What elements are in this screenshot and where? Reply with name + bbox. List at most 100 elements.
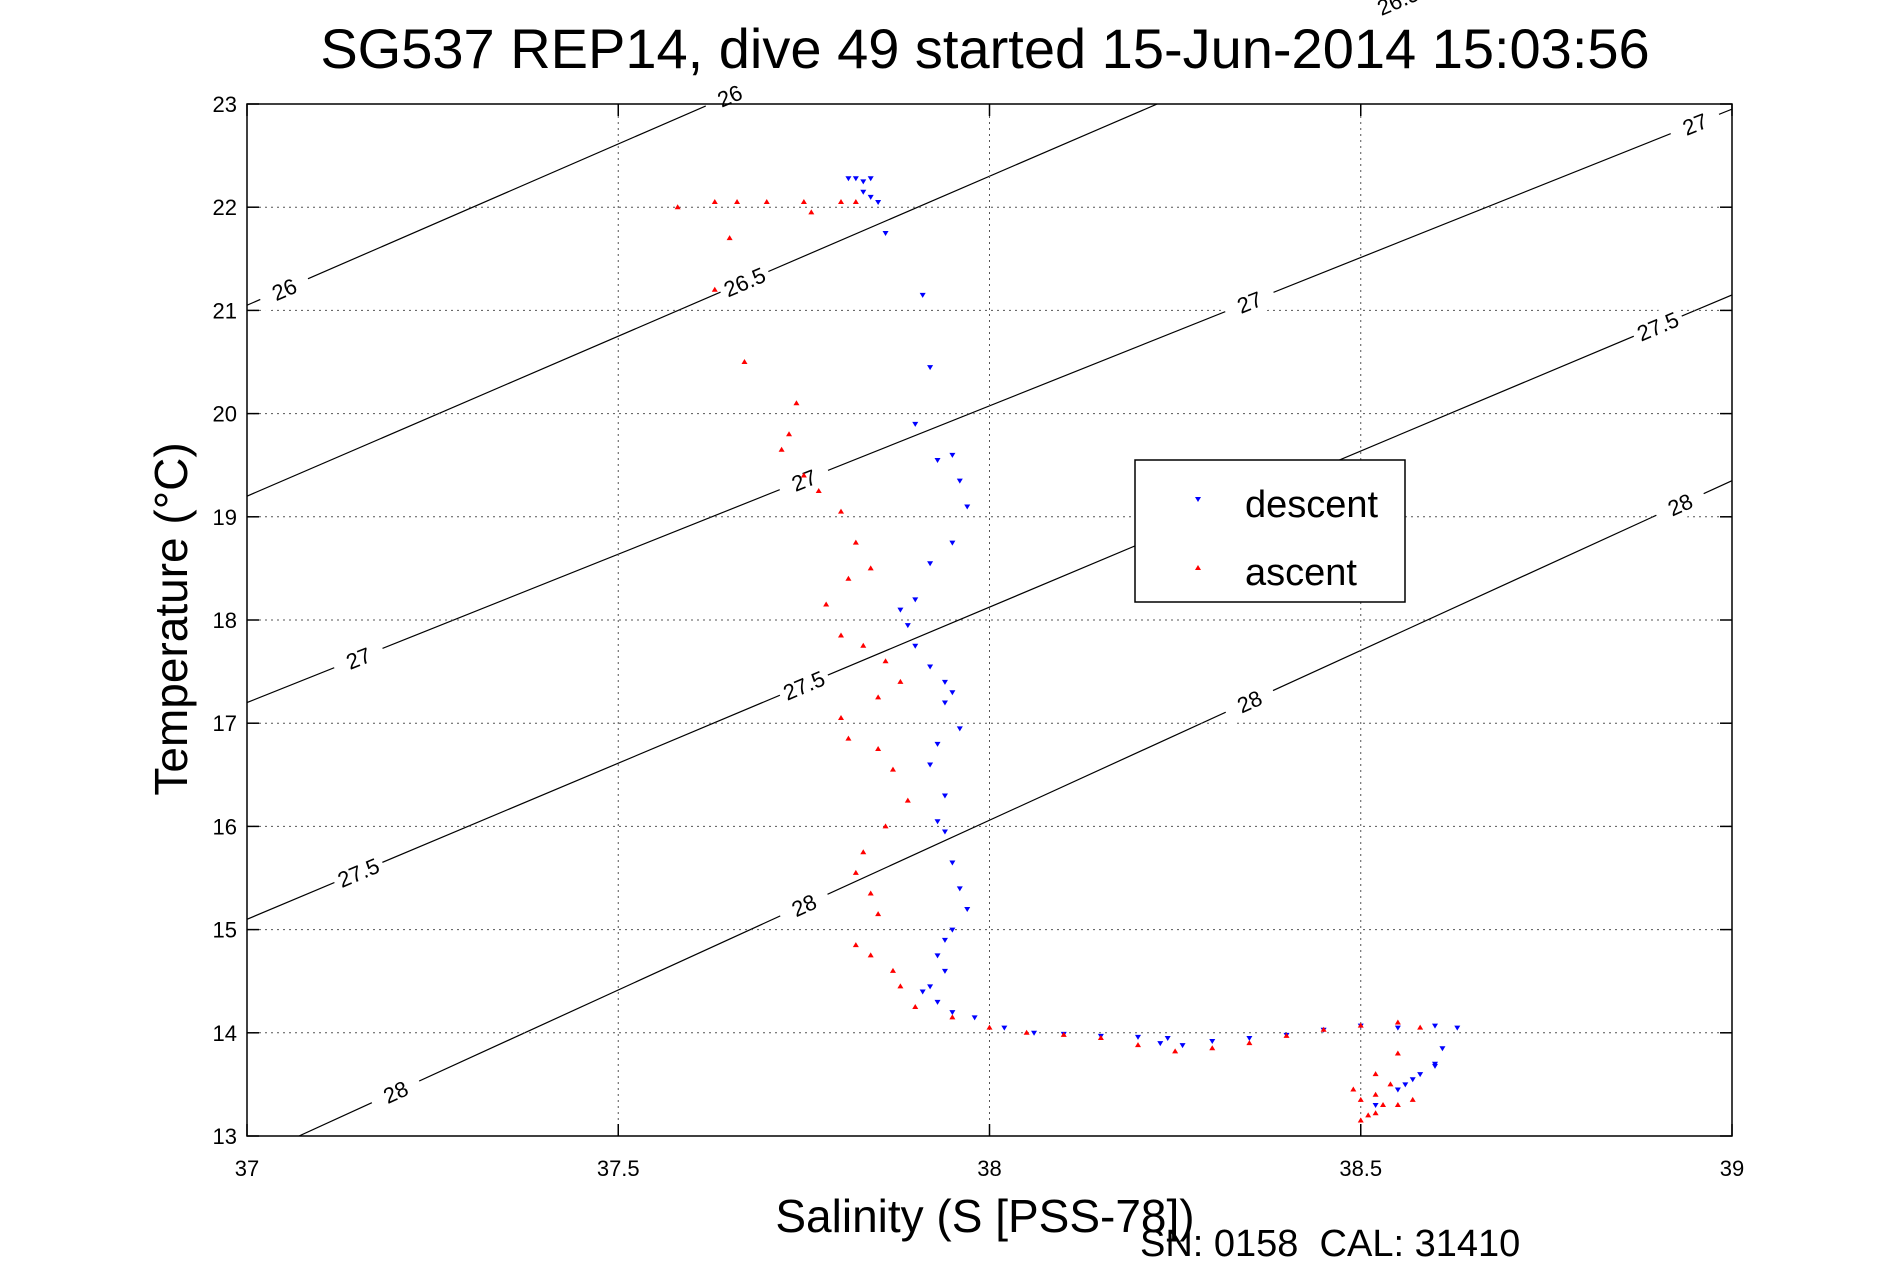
- x-tick-label: 38.5: [1339, 1156, 1382, 1181]
- ascent-point: [1365, 1112, 1372, 1118]
- ascent-point: [838, 715, 844, 721]
- density-contour: [247, 104, 712, 306]
- contour-label-background: [700, 72, 760, 119]
- descent-point: [1454, 1025, 1461, 1031]
- ascent-point: [949, 1014, 956, 1020]
- descent-point: [875, 200, 882, 206]
- ascent-point: [1409, 1096, 1416, 1102]
- descent-point: [949, 540, 956, 546]
- contour-label-background: [1665, 101, 1725, 147]
- axis-ticks: [246, 103, 1733, 1137]
- descent-point: [1157, 1041, 1164, 1047]
- legend-descent-marker: [1195, 497, 1201, 502]
- chart-title: SG537 REP14, dive 49 started 15-Jun-2014…: [320, 17, 1649, 80]
- descent-point: [941, 700, 948, 706]
- ascent-point: [674, 204, 681, 210]
- x-tick-label: 37: [235, 1156, 259, 1181]
- ascent-point: [815, 488, 822, 493]
- ascent-point: [904, 797, 911, 803]
- descent-point: [964, 906, 971, 912]
- ascent-point: [867, 565, 874, 571]
- descent-point: [919, 292, 926, 298]
- descent-point: [860, 179, 867, 185]
- ascent-point: [1097, 1034, 1104, 1040]
- descent-point: [1439, 1046, 1446, 1052]
- descent-point: [941, 968, 948, 974]
- descent-point: [964, 504, 971, 510]
- contour-label-background: [774, 881, 834, 929]
- ascent-point: [889, 766, 896, 772]
- ascent-point: [1372, 1091, 1379, 1097]
- density-contour: [247, 294, 1732, 920]
- descent-point: [860, 189, 867, 195]
- contour-label-background: [1628, 303, 1688, 350]
- contour-label-background: [1368, 0, 1428, 24]
- contour-label-background: [328, 849, 388, 896]
- y-tick-label: 15: [213, 918, 237, 943]
- contour-label-background: [254, 265, 314, 313]
- y-tick-label: 23: [213, 92, 237, 117]
- descent-point: [971, 1015, 978, 1021]
- descent-point: [1394, 1087, 1401, 1093]
- descent-point: [912, 421, 919, 427]
- ascent-point: [1135, 1042, 1141, 1048]
- descent-point: [1409, 1077, 1416, 1083]
- ascent-point: [1209, 1045, 1216, 1051]
- gridlines: [247, 104, 1732, 1136]
- ascent-point: [1387, 1081, 1394, 1087]
- ascent-point: [860, 849, 867, 855]
- x-axis-label: Salinity (S [PSS-78]): [775, 1190, 1194, 1242]
- ascent-point: [852, 942, 859, 948]
- descent-point: [882, 231, 889, 236]
- x-tick-label: 38: [977, 1156, 1001, 1181]
- ascent-point: [852, 199, 859, 205]
- legend: descent ascent: [1134, 459, 1406, 603]
- x-tick-label: 37.5: [597, 1156, 640, 1181]
- descent-point: [941, 679, 948, 685]
- descent-point: [912, 597, 919, 603]
- ascent-point: [845, 575, 852, 581]
- contour-label-background: [774, 457, 834, 503]
- ascent-point: [711, 286, 718, 292]
- contour-label-background: [1650, 480, 1710, 528]
- ascent-point: [808, 209, 815, 215]
- ascent-point: [726, 235, 733, 241]
- ascent-point: [1372, 1071, 1379, 1077]
- contour-label-background: [715, 258, 774, 305]
- ascent-point: [838, 508, 844, 514]
- ascent-point: [1380, 1102, 1387, 1108]
- ascent-point: [1357, 1022, 1364, 1028]
- density-contour: [298, 480, 1732, 1136]
- descent-point: [949, 927, 956, 933]
- legend-ascent-label: ascent: [1245, 552, 1357, 594]
- descent-point: [956, 478, 963, 484]
- ascent-point: [867, 952, 874, 958]
- descent-point: [934, 458, 941, 464]
- ascent-point: [889, 967, 896, 973]
- descent-point: [934, 741, 941, 747]
- ascent-point: [897, 678, 904, 684]
- y-tick-label: 19: [213, 505, 237, 530]
- y-tick-label: 16: [213, 814, 237, 839]
- ascent-point: [882, 658, 889, 664]
- ascent-point: [1372, 1110, 1379, 1116]
- ascent-point: [800, 199, 807, 205]
- ascent-point: [763, 199, 770, 205]
- ascent-point: [734, 199, 741, 205]
- descent-point: [934, 953, 941, 959]
- descent-point: [867, 194, 874, 200]
- descent-point: [934, 819, 941, 825]
- descent-point: [1031, 1030, 1038, 1036]
- ascent-point: [852, 869, 859, 875]
- y-tick-label: 22: [213, 195, 237, 220]
- ascent-point: [897, 983, 904, 989]
- descent-point: [949, 690, 956, 696]
- ascent-point: [741, 359, 748, 364]
- ascent-point: [986, 1024, 993, 1030]
- ascent-point: [882, 823, 889, 829]
- descent-point: [919, 989, 926, 995]
- contour-label-background: [774, 662, 834, 709]
- ascent-point: [793, 400, 800, 406]
- descent-point: [867, 176, 874, 182]
